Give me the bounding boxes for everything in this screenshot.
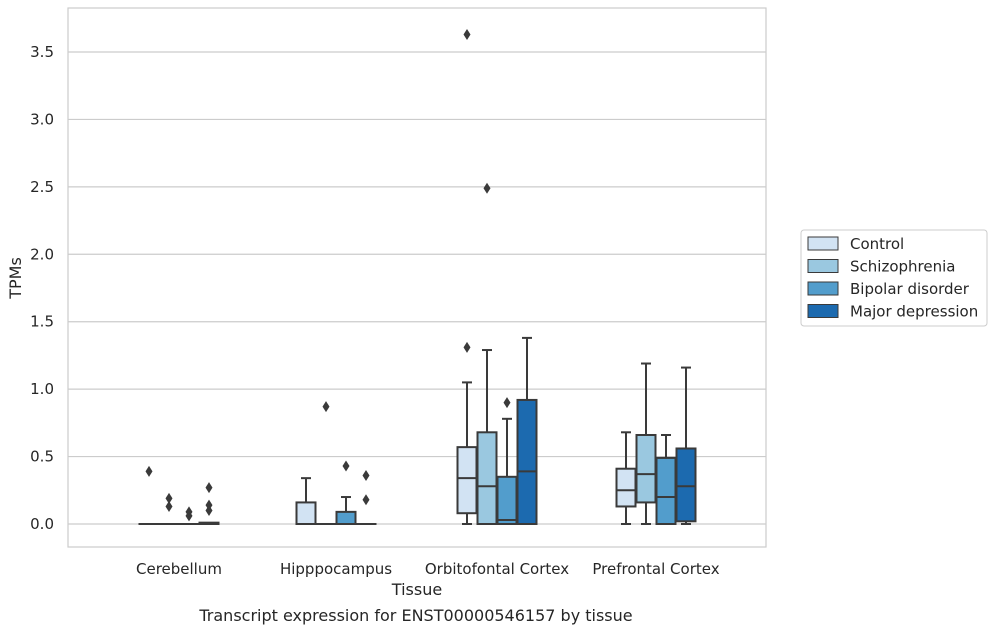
outlier-point: [205, 499, 213, 511]
box-iqr: [615, 467, 637, 508]
legend: Control Schizophrenia Bipolar disorder Majo…: [800, 229, 988, 327]
outlier-point: [362, 469, 370, 481]
outlier-point: [362, 494, 370, 506]
box-schizophrenia: [158, 492, 180, 526]
legend-swatch: [807, 259, 839, 273]
box-schizophrenia: [476, 182, 498, 526]
outlier-point: [342, 460, 350, 472]
y-tick-label: 2.5: [30, 178, 54, 196]
outlier-point: [463, 28, 471, 40]
box-iqr: [635, 433, 657, 504]
x-tick-label: Cerebellum: [136, 560, 222, 578]
box-bipolar-disorder: [178, 506, 200, 526]
outlier-point: [205, 482, 213, 494]
legend-swatch: [807, 281, 839, 296]
box-iqr: [675, 447, 697, 523]
y-tick-label: 0.5: [30, 448, 54, 466]
legend-label: Major depression: [850, 303, 978, 321]
y-tick-labels: 0.0 0.5 1.0 1.5 2.0 2.5 3.0 3.5: [30, 43, 54, 533]
box-iqr: [655, 456, 677, 526]
box-iqr: [335, 510, 357, 525]
box-bipolar-disorder: [655, 433, 677, 526]
box-control: [456, 28, 478, 525]
box-iqr: [456, 446, 478, 515]
y-tick-label: 1.0: [30, 380, 54, 398]
outlier-point: [322, 401, 330, 413]
boxes: [138, 28, 697, 526]
legend-label: Schizophrenia: [850, 258, 955, 276]
outlier-point: [165, 500, 173, 512]
box-iqr: [476, 431, 498, 526]
box-control: [615, 431, 637, 525]
outlier-point: [483, 182, 491, 194]
box-schizophrenia: [635, 362, 657, 525]
x-tick-label: Prefrontal Cortex: [592, 560, 719, 578]
y-tick-label: 1.5: [30, 313, 54, 331]
legend-label: Bipolar disorder: [850, 280, 970, 298]
legend-label: Control: [850, 235, 904, 253]
y-tick-label: 3.0: [30, 110, 54, 128]
outlier-point: [145, 465, 153, 477]
outlier-point: [463, 341, 471, 353]
box-major-depression: [675, 366, 697, 525]
outlier-point: [503, 397, 511, 409]
box-iqr: [516, 398, 538, 525]
legend-swatch: [807, 236, 839, 251]
plot-area-frame: [67, 7, 767, 548]
figure-caption: Transcript expression for ENST0000054615…: [199, 606, 633, 625]
box-major-depression: [355, 469, 377, 526]
legend-frame: [800, 229, 988, 327]
outlier-point: [165, 492, 173, 504]
x-tick-label: Hipppocampus: [280, 560, 392, 578]
legend-swatch: [807, 304, 839, 318]
box-major-depression: [198, 482, 220, 525]
box-bipolar-disorder: [496, 397, 518, 525]
y-tick-label: 0.0: [30, 515, 54, 533]
x-axis-title: Tissue: [391, 580, 442, 599]
y-axis-title: TPMs: [6, 257, 25, 300]
box-schizophrenia: [315, 401, 337, 526]
y-tick-label: 2.0: [30, 245, 54, 263]
outlier-point: [185, 506, 193, 518]
box-control: [295, 477, 317, 525]
gridlines: [68, 51, 766, 525]
box-iqr: [496, 475, 518, 525]
box-control: [138, 465, 160, 526]
y-tick-label: 3.5: [30, 43, 54, 61]
box-major-depression: [516, 336, 538, 525]
box-bipolar-disorder: [335, 460, 357, 525]
x-tick-label: Orbitofontal Cortex: [425, 560, 569, 578]
x-tick-labels: Cerebellum Hipppocampus Orbitofontal Corte…: [136, 560, 720, 578]
box-iqr: [295, 501, 317, 525]
